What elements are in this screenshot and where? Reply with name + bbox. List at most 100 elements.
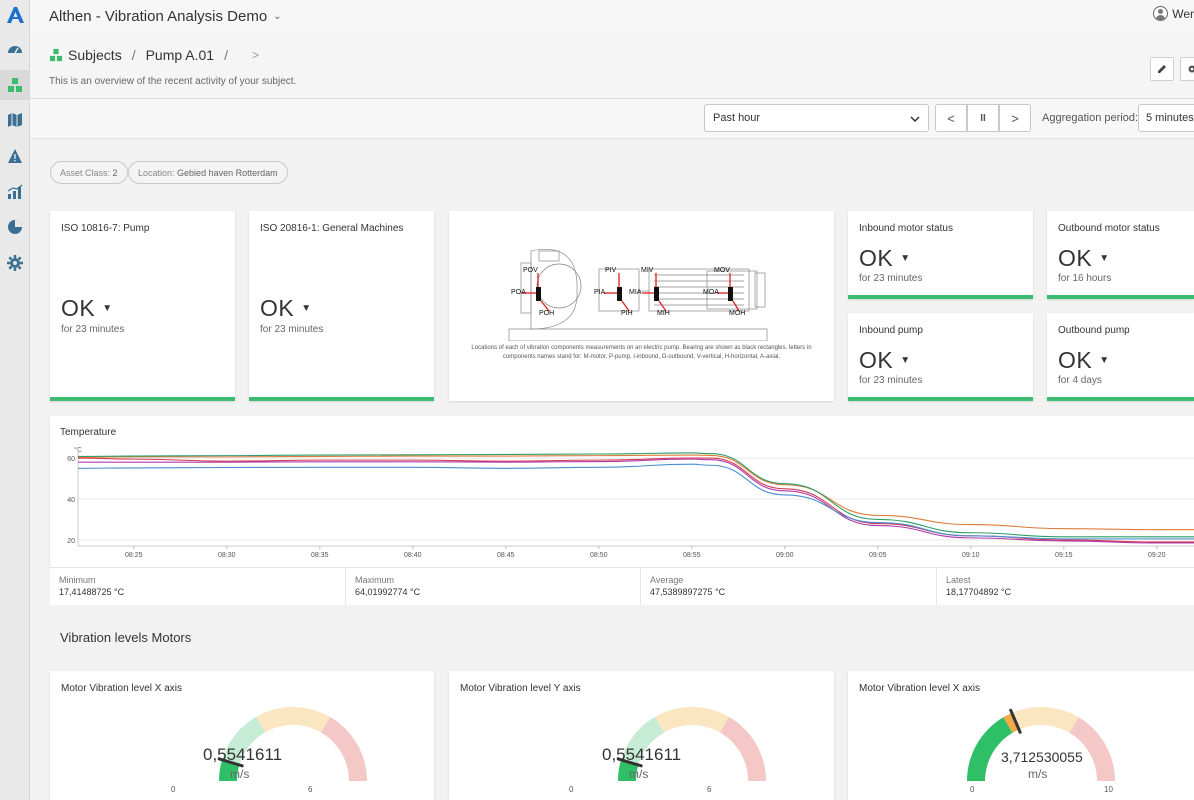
iso-20816-card[interactable]: ISO 20816-1: General Machines OK ▼ for 23… (249, 211, 434, 401)
series-line (77, 454, 1194, 531)
tag-value: Gebied haven Rotterdam (177, 168, 278, 178)
asset-class-tag: Asset Class: 2 (50, 161, 128, 184)
aggregation-select[interactable]: 5 minutes (1138, 104, 1194, 132)
gauge-band-red (720, 716, 766, 781)
status-duration: for 23 minutes (859, 375, 923, 386)
page-subtitle: This is an overview of the recent activi… (49, 76, 297, 87)
status-value: OK ▼ (1058, 347, 1110, 374)
next-period-button[interactable]: > (999, 104, 1031, 132)
diagram-label-miv: MIV (641, 267, 654, 274)
gauge-needle (616, 757, 643, 768)
app-title: Althen - Vibration Analysis Demo (49, 7, 268, 25)
settings-button[interactable] (1180, 57, 1194, 81)
status-bar (848, 397, 1033, 401)
status-value: OK ▼ (859, 245, 911, 272)
breadcrumb-next[interactable]: > (251, 48, 259, 62)
gauge-value: 0,5541611 (203, 745, 283, 764)
stat-value: 64,01992774 °C (355, 587, 421, 597)
inbound-motor-status-card[interactable]: Inbound motor status OK ▼ for 23 minutes (848, 211, 1033, 299)
diagram-label-mia: MIA (629, 289, 642, 296)
gear-icon (1188, 65, 1194, 73)
gauge-card[interactable]: Motor Vibration level X axis 3,712530055… (848, 671, 1194, 800)
previous-period-button[interactable]: < (935, 104, 967, 132)
chevron-down-icon: ⌄ (273, 10, 282, 22)
status-value: OK ▼ (1058, 245, 1110, 272)
gauge-min: 0 (569, 785, 574, 794)
section-title: Vibration levels Motors (60, 630, 192, 645)
gauge-unit: m/s (1028, 767, 1048, 781)
gauge-unit: m/s (230, 767, 250, 781)
stat-label: Latest (946, 575, 971, 585)
tag-value: 2 (112, 168, 118, 178)
breadcrumb-pump[interactable]: Pump A.01 (145, 47, 215, 63)
gauge-value-fill (618, 759, 639, 781)
status-text: OK (859, 245, 894, 271)
card-title: Outbound pump (1058, 325, 1130, 336)
user-avatar-icon (1153, 6, 1169, 21)
time-range-value: Past hour (713, 112, 761, 124)
series-line (77, 457, 1194, 543)
reports-icon[interactable] (0, 212, 30, 242)
gauge-card[interactable]: Motor Vibration level X axis 0,5541611 m… (50, 671, 434, 800)
gauge-unit: m/s (629, 767, 649, 781)
outbound-motor-status-card[interactable]: Outbound motor status OK ▼ for 16 hours (1047, 211, 1194, 299)
map-icon[interactable] (0, 105, 30, 135)
breadcrumb-separator: / (131, 47, 136, 63)
time-range-select[interactable]: Past hour (704, 104, 929, 132)
x-tick-label: 09:15 (1055, 552, 1073, 559)
stat-average: Average 47,5389897275 °C (641, 568, 937, 605)
breadcrumb-subjects[interactable]: Subjects (68, 47, 122, 63)
stat-label: Average (650, 575, 684, 585)
diagram-label-moh: MOH (729, 310, 745, 317)
status-text: OK (1058, 245, 1093, 271)
iso-10816-card[interactable]: ISO 10816-7: Pump OK ▼ for 23 minutes (50, 211, 235, 401)
caret-down-icon: ▼ (900, 355, 911, 366)
alert-icon[interactable] (0, 141, 30, 171)
status-text: OK (260, 295, 295, 321)
card-title: Motor Vibration level X axis (61, 683, 182, 694)
chevron-right-icon: > (1011, 110, 1019, 126)
status-value: OK ▼ (61, 295, 113, 322)
chevron-left-icon: < (947, 110, 955, 126)
x-tick-label: 08:25 (125, 552, 143, 559)
x-tick-label: 08:45 (497, 552, 515, 559)
y-tick-label: 60 (67, 456, 75, 463)
diagram-label-pih: PIH (621, 310, 633, 317)
stat-label: Maximum (355, 575, 395, 585)
gauge-min: 0 (171, 785, 176, 794)
series-line (77, 463, 1194, 540)
inbound-pump-card[interactable]: Inbound pump OK ▼ for 23 minutes (848, 313, 1033, 401)
gauge-max: 10 (1104, 785, 1113, 794)
user-name: Wer (1172, 6, 1194, 21)
dashboard-icon[interactable] (0, 34, 30, 64)
status-text: OK (1058, 347, 1093, 373)
gauge-value-fill (967, 717, 1013, 781)
user-menu[interactable]: Wer (1153, 6, 1194, 21)
althen-logo[interactable] (0, 0, 30, 30)
pause-button[interactable]: II (967, 104, 999, 132)
app-title-dropdown[interactable]: Althen - Vibration Analysis Demo ⌄ (49, 8, 282, 25)
analytics-icon[interactable] (0, 177, 30, 207)
stat-value: 47,5389897275 °C (650, 587, 726, 597)
subjects-icon[interactable] (0, 70, 30, 100)
x-tick-label: 09:00 (776, 552, 794, 559)
settings-icon[interactable] (0, 248, 30, 278)
x-tick-label: 09:05 (869, 552, 887, 559)
pump-diagram: POV POA POH PIV PIA PIH MIV MIA MIH MOV … (508, 249, 768, 341)
gauge-band-amber (1003, 707, 1079, 733)
gauge-card[interactable]: Motor Vibration level Y axis 0,5541611 m… (449, 671, 834, 800)
caret-down-icon: ▼ (102, 303, 113, 314)
status-text: OK (61, 295, 96, 321)
x-tick-label: 09:20 (1148, 552, 1166, 559)
edit-button[interactable] (1150, 57, 1174, 81)
edit-icon (1158, 65, 1166, 73)
breadcrumb: Subjects / Pump A.01 / > (49, 47, 259, 63)
diagram-label-pia: PIA (594, 289, 606, 296)
x-tick-label: 09:10 (962, 552, 980, 559)
status-duration: for 23 minutes (260, 324, 324, 335)
temperature-chart[interactable]: °C20406008:2508:3008:3508:4008:4508:5008… (50, 416, 1194, 567)
time-controls: Past hour < II > Aggregation period: 5 m… (30, 99, 1194, 139)
series-line (77, 452, 1194, 538)
outbound-pump-card[interactable]: Outbound pump OK ▼ for 4 days (1047, 313, 1194, 401)
status-duration: for 23 minutes (859, 273, 923, 284)
